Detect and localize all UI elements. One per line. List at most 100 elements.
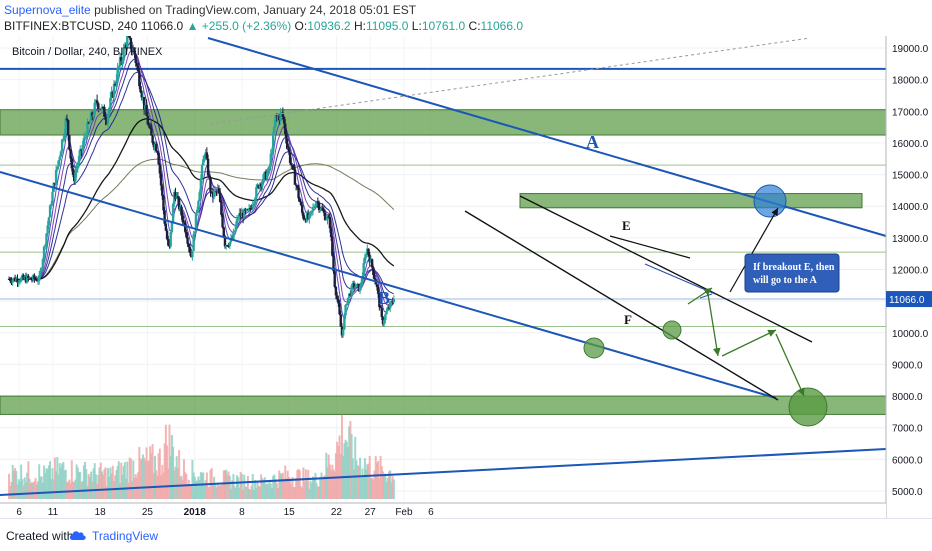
candle-body: [209, 178, 211, 192]
footer-bar: Created with TradingView: [0, 518, 932, 551]
price-tick-label: 8000.0: [892, 392, 923, 403]
price-tick-label: 15000.0: [892, 171, 929, 182]
candle-body: [167, 239, 169, 245]
author-link[interactable]: Supernova_elite: [4, 3, 91, 17]
last-price: 11066.0: [141, 19, 184, 33]
low-circle-2: [663, 321, 681, 339]
open-label: O:: [295, 19, 308, 33]
candle-body: [201, 165, 203, 178]
candle-body: [342, 329, 344, 335]
candle-body: [192, 234, 194, 251]
candle-body: [393, 299, 395, 302]
zone-rect: [520, 194, 862, 208]
candle-body: [318, 203, 320, 210]
zone-rect: [0, 396, 886, 414]
ohlc-line: BITFINEX:BTCUSD, 240 11066.0 ▲ +255.0 (+…: [4, 19, 523, 33]
zone-rect: [0, 110, 886, 135]
price-tick-label: 7000.0: [892, 424, 923, 435]
low-value: 10761.0: [422, 19, 465, 33]
candle-body: [344, 305, 346, 315]
tradingview-brand-link[interactable]: TradingView: [92, 529, 158, 543]
candle-body: [68, 135, 70, 149]
candle-body: [150, 129, 152, 136]
price-tick-label: 10000.0: [892, 329, 929, 340]
candle-body: [294, 170, 296, 185]
candle-body: [155, 144, 157, 151]
time-tick-label: Feb: [395, 507, 413, 518]
created-with-text: Created with: [6, 529, 73, 543]
candle-body: [255, 187, 257, 198]
change-up-icon: ▲: [187, 19, 199, 33]
time-axis-bg: [0, 503, 886, 518]
symbol-label: BITFINEX:BTCUSD, 240: [4, 19, 137, 33]
open-value: 10936.2: [307, 19, 350, 33]
candle-body: [220, 202, 222, 215]
candle-body: [161, 185, 163, 195]
time-tick-label: 6: [428, 507, 434, 518]
price-tick-label: 6000.0: [892, 455, 923, 466]
label-b: B: [378, 288, 390, 308]
close-label: C:: [469, 19, 481, 33]
label-e: E: [622, 218, 631, 233]
price-tick-label: 18000.0: [892, 76, 929, 87]
low-label: L:: [412, 19, 422, 33]
price-tick-label: 5000.0: [892, 487, 923, 498]
candle-body: [191, 251, 193, 257]
time-tick-label: 11: [48, 507, 59, 518]
candle-body: [171, 222, 173, 232]
last-price-label: 11066.0: [889, 295, 925, 306]
candle-body: [67, 120, 69, 135]
candle-body: [371, 259, 373, 267]
time-tick-label: 8: [239, 507, 245, 518]
candle-body: [221, 215, 223, 228]
tradingview-cloud-icon[interactable]: [68, 527, 88, 543]
target-circle-blue: [754, 185, 786, 217]
volume-bar: [393, 480, 395, 499]
time-tick-label: 15: [284, 507, 296, 518]
price-tick-label: 17000.0: [892, 107, 929, 118]
price-tick-label: 19000.0: [892, 44, 929, 55]
chart-header: Supernova_elite published on TradingView…: [0, 0, 932, 36]
callout-line: If breakout E, then: [753, 262, 835, 273]
price-axis[interactable]: 19000.018000.017000.016000.015000.014000…: [886, 36, 932, 518]
callout-box: [745, 254, 839, 292]
candle-body: [330, 228, 332, 237]
candle-body: [86, 122, 88, 137]
label-f: F: [624, 312, 632, 327]
change-value: +255.0 (+2.36%): [202, 19, 291, 33]
candle-body: [270, 154, 272, 166]
candle-body: [334, 271, 336, 287]
time-tick-label: 25: [142, 507, 154, 518]
candle-body: [197, 201, 199, 210]
time-tick-label: 27: [365, 507, 377, 518]
candle-body: [194, 232, 196, 234]
label-a: A: [586, 132, 599, 152]
time-tick-label: 22: [331, 507, 343, 518]
chart-title: Bitcoin / Dollar, 240, BITFINEX: [12, 46, 163, 58]
target-circle-green: [789, 388, 827, 426]
candle-body: [290, 163, 292, 165]
publish-line: Supernova_elite published on TradingView…: [4, 3, 416, 17]
time-tick-label: 6: [16, 507, 22, 518]
candle-body: [59, 157, 61, 161]
high-label: H:: [354, 19, 366, 33]
candle-body: [89, 121, 91, 123]
candle-body: [354, 287, 356, 288]
candle-body: [207, 159, 209, 176]
price-tick-label: 16000.0: [892, 139, 929, 150]
price-tick-label: 12000.0: [892, 266, 929, 277]
high-value: 11095.0: [366, 19, 409, 33]
published-text: published on TradingView.com, January 24…: [94, 3, 416, 17]
candle-body: [272, 133, 274, 152]
price-tick-label: 9000.0: [892, 360, 923, 371]
price-tick-label: 13000.0: [892, 234, 929, 245]
candle-body: [55, 170, 57, 184]
candle-body: [48, 217, 50, 225]
close-value: 11066.0: [481, 19, 524, 33]
candle-body: [232, 231, 234, 239]
candle-body: [297, 188, 299, 198]
candle-body: [51, 192, 53, 205]
